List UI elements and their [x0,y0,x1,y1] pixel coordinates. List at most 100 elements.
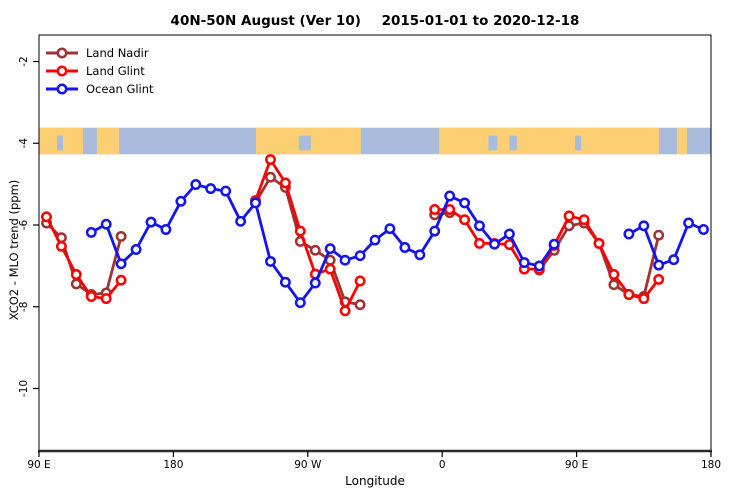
data-point [384,223,396,235]
data-point [459,197,471,209]
series-land-glint [41,154,665,317]
data-point [265,255,276,267]
data-point [429,225,441,237]
data-point [160,224,172,235]
data-point [444,204,456,215]
data-point [503,228,515,240]
data-point [294,297,306,309]
data-point [265,154,276,166]
data-point [533,260,545,272]
data-point [429,204,441,215]
map-strip-land [96,127,120,155]
data-point [279,177,291,189]
data-point [489,238,500,250]
legend-label: Ocean Glint [86,82,154,96]
legend-label: Land Nadir [86,46,149,60]
data-point [414,249,426,261]
map-strip-land [676,127,687,155]
data-point [294,225,306,237]
data-point [578,214,590,226]
map-strip-lake [509,135,517,151]
map-strip-lake [298,135,311,151]
map-strip-lake [56,135,63,151]
x-tick-label: 0 [439,459,446,471]
x-tick-label: 90 E [27,459,50,471]
data-point [324,263,336,275]
data-point [399,242,411,253]
series-line [45,215,123,301]
data-point [653,229,665,241]
data-point [474,237,485,249]
map-strip-lake [575,135,582,151]
series-land-nadir [41,171,665,311]
x-tick-label: 90 E [565,459,588,471]
data-point [115,230,127,242]
data-point [85,226,97,238]
data-point [235,215,247,227]
data-point [683,217,695,229]
data-point [518,257,530,269]
data-point [548,238,560,250]
chart-title: 40N-50N August (Ver 10) 2015-01-01 to 20… [0,13,750,29]
series-line [254,175,362,307]
data-point [339,254,351,266]
data-point [220,185,232,197]
data-point [130,244,142,255]
data-point [115,274,127,286]
data-point [279,276,291,288]
data-point [55,240,67,252]
y-tick-label: -6 [18,219,30,230]
series-line [537,221,661,298]
data-point [623,289,635,300]
data-point [250,197,261,209]
data-point [369,234,381,246]
chart-title-region: 40N-50N August (Ver 10) [170,13,361,29]
data-point [354,250,366,262]
map-strip-lake [488,135,498,151]
data-point [563,210,575,222]
data-point [623,228,635,240]
y-tick-label: -8 [18,302,30,312]
data-point [100,293,112,305]
legend-label: Land Glint [86,64,145,78]
data-point [70,269,82,280]
data-point [309,277,321,289]
legend-marker [56,47,68,59]
y-axis-title: XCO2 - MLO trend (ppm) [7,179,21,321]
data-point [309,244,321,256]
y-tick-label: -2 [18,56,30,66]
data-point [115,258,127,270]
data-point [354,299,366,311]
series-ocean-glint [85,179,709,309]
x-tick-label: 180 [163,459,183,471]
legend: Land Nadir Land Glint Ocean Glint [46,46,154,96]
x-axis-title: Longitude [345,474,405,488]
data-point [339,305,351,317]
legend-marker [56,65,68,77]
data-point [190,179,202,190]
data-point [638,220,650,232]
x-tick-label: 90 W [294,459,322,471]
data-point [100,218,112,230]
x-tick-label: 180 [701,459,721,471]
data-point [653,273,665,285]
legend-marker [56,83,68,95]
data-point [175,195,187,207]
data-point [265,171,276,183]
y-tick-label: -10 [18,380,30,397]
y-tick-label: -4 [18,138,30,149]
chart-title-daterange: 2015-01-01 to 2020-12-18 [381,13,580,29]
data-point [145,216,157,228]
data-point [653,259,665,271]
data-point [608,279,620,291]
data-point [668,254,680,266]
data-point [85,291,97,302]
data-point [474,220,485,232]
data-point [205,183,217,195]
data-point [354,275,366,287]
data-point [593,237,605,249]
data-point [324,243,336,255]
data-point [698,224,709,235]
